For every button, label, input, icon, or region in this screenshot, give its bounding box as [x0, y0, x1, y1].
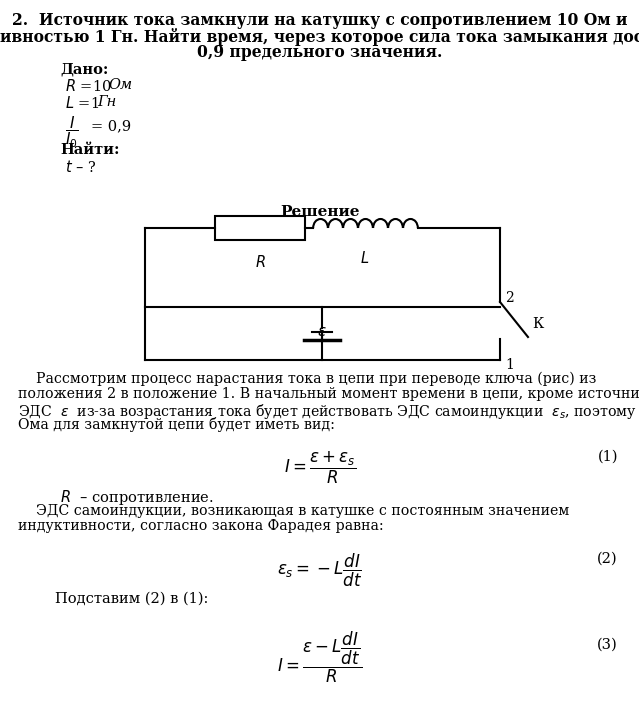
Text: Рассмотрим процесс нарастания тока в цепи при переводе ключа (рис) из: Рассмотрим процесс нарастания тока в цеп…: [18, 372, 596, 386]
Text: (3): (3): [597, 638, 618, 652]
Text: индуктивности, согласно закона Фарадея равна:: индуктивности, согласно закона Фарадея р…: [18, 519, 384, 533]
Text: Ом: Ом: [108, 78, 132, 92]
Text: $I = \dfrac{\varepsilon + \varepsilon_s}{R}$: $I = \dfrac{\varepsilon + \varepsilon_s}…: [284, 450, 356, 486]
Text: = 0,9: = 0,9: [91, 119, 131, 133]
Text: $\dfrac{I}{I_0}$: $\dfrac{I}{I_0}$: [65, 115, 79, 150]
Text: 2.  Источник тока замкнули на катушку с сопротивлением 10 Ом и: 2. Источник тока замкнули на катушку с с…: [12, 12, 627, 29]
Text: $I = \dfrac{\varepsilon - L\dfrac{dI}{dt}}{R}$: $I = \dfrac{\varepsilon - L\dfrac{dI}{dt…: [277, 630, 362, 685]
Text: Подставим (2) в (1):: Подставим (2) в (1):: [55, 592, 208, 606]
Text: 1: 1: [505, 358, 514, 372]
Text: (2): (2): [597, 552, 618, 566]
Text: К: К: [532, 317, 543, 331]
Text: Гн: Гн: [97, 95, 116, 109]
Text: индуктивностью 1 Гн. Найти время, через которое сила тока замыкания достигнет: индуктивностью 1 Гн. Найти время, через …: [0, 28, 639, 46]
Text: $t$ – ?: $t$ – ?: [65, 159, 96, 175]
Text: положения 2 в положение 1. В начальный момент времени в цепи, кроме источника то: положения 2 в положение 1. В начальный м…: [18, 387, 639, 401]
Text: Найти:: Найти:: [60, 143, 119, 157]
Text: Дано:: Дано:: [60, 62, 109, 76]
Text: Решение: Решение: [281, 205, 360, 219]
FancyBboxPatch shape: [215, 216, 305, 240]
Text: 0,9 предельного значения.: 0,9 предельного значения.: [197, 44, 443, 61]
Text: (1): (1): [597, 450, 618, 464]
Text: $L$: $L$: [360, 250, 369, 266]
Text: $\varepsilon$: $\varepsilon$: [317, 325, 327, 339]
Text: $\varepsilon_s = -L\dfrac{dI}{dt}$: $\varepsilon_s = -L\dfrac{dI}{dt}$: [277, 552, 362, 589]
Text: Ома для замкнутой цепи будет иметь вид:: Ома для замкнутой цепи будет иметь вид:: [18, 417, 335, 432]
Text: $R$: $R$: [254, 254, 265, 270]
Text: ЭДС самоиндукции, возникающая в катушке с постоянным значением: ЭДС самоиндукции, возникающая в катушке …: [18, 504, 569, 518]
Text: $L$ =1: $L$ =1: [65, 95, 102, 111]
Text: 2: 2: [505, 291, 514, 305]
Text: $R$  – сопротивление.: $R$ – сопротивление.: [60, 488, 214, 507]
Text: $R$ =10: $R$ =10: [65, 78, 112, 94]
Text: ЭДС  $\varepsilon$  из-за возрастания тока будет действовать ЭДС самоиндукции  $: ЭДС $\varepsilon$ из-за возрастания тока…: [18, 402, 639, 421]
